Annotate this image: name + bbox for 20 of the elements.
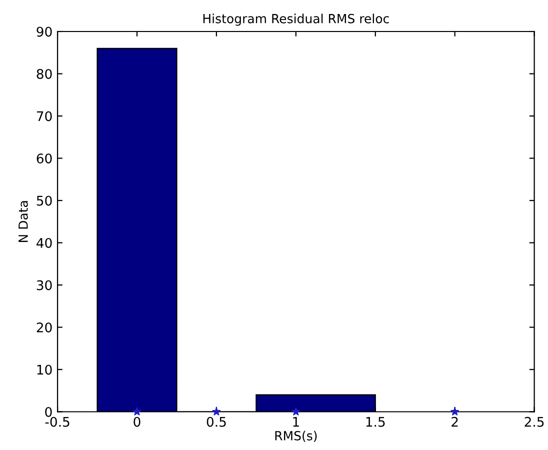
x-tick-label: 1.5	[366, 417, 385, 427]
chart-title: Histogram Residual RMS reloc	[203, 14, 389, 26]
x-tick-label: 0.5	[206, 416, 226, 427]
y-tick-label: 70	[36, 111, 52, 122]
y-tick-label: 10	[37, 364, 52, 375]
y-tick-label: 90	[36, 26, 52, 37]
x-axis-title: RMS(s)	[275, 430, 317, 442]
y-tick-label: 40	[36, 238, 52, 248]
x-tick-label: -0.5	[45, 416, 70, 427]
x-tick-label: 2.5	[524, 416, 544, 427]
x-tick-label: 0	[134, 416, 140, 427]
y-axis-title: N Data	[18, 201, 28, 242]
y-tick-label: 30	[36, 280, 52, 290]
y-tick-label: 60	[36, 153, 52, 164]
x-tick-label: 2	[452, 416, 458, 427]
y-tick-label: 50	[36, 196, 52, 206]
y-tick-label: 0	[45, 406, 52, 417]
y-tick-label: 80	[36, 68, 52, 79]
y-tick-label: 20	[36, 322, 52, 332]
x-tick-label: 1	[293, 417, 299, 427]
